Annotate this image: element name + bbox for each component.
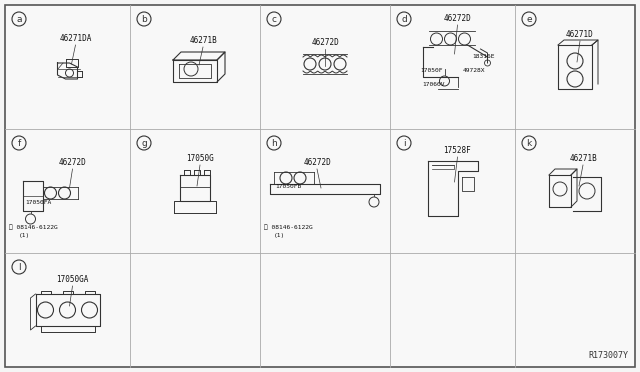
Text: i: i: [403, 138, 405, 148]
Text: (1): (1): [19, 232, 30, 237]
Text: d: d: [401, 15, 407, 23]
Text: 17050F: 17050F: [420, 68, 443, 74]
Text: 46271B: 46271B: [189, 36, 217, 45]
Text: (1): (1): [274, 232, 285, 237]
Text: c: c: [271, 15, 276, 23]
Text: 17050G: 17050G: [186, 154, 214, 163]
Text: 17050FA: 17050FA: [26, 201, 52, 205]
Text: 18316E: 18316E: [472, 55, 495, 60]
Text: l: l: [18, 263, 20, 272]
Text: b: b: [141, 15, 147, 23]
Text: 17050FB: 17050FB: [275, 185, 301, 189]
Text: 46271D: 46271D: [566, 30, 594, 39]
Text: 46272D: 46272D: [59, 158, 86, 167]
Text: 49728X: 49728X: [463, 68, 485, 74]
Text: h: h: [271, 138, 277, 148]
Text: a: a: [16, 15, 22, 23]
Text: 46272D: 46272D: [444, 14, 472, 23]
Text: 46272D: 46272D: [303, 158, 331, 167]
Text: 17528F: 17528F: [444, 146, 472, 155]
Text: f: f: [17, 138, 20, 148]
Text: 17050GA: 17050GA: [56, 275, 89, 284]
Text: Ⓑ 08146-6122G: Ⓑ 08146-6122G: [9, 224, 58, 230]
Text: 46272D: 46272D: [311, 38, 339, 47]
Text: Ⓑ 08146-6122G: Ⓑ 08146-6122G: [264, 224, 313, 230]
Text: 46271B: 46271B: [569, 154, 597, 163]
Text: g: g: [141, 138, 147, 148]
Text: e: e: [526, 15, 532, 23]
Text: R173007Y: R173007Y: [588, 351, 628, 360]
Text: k: k: [526, 138, 532, 148]
Text: 17060V: 17060V: [422, 83, 445, 87]
Text: 46271DA: 46271DA: [60, 34, 92, 43]
